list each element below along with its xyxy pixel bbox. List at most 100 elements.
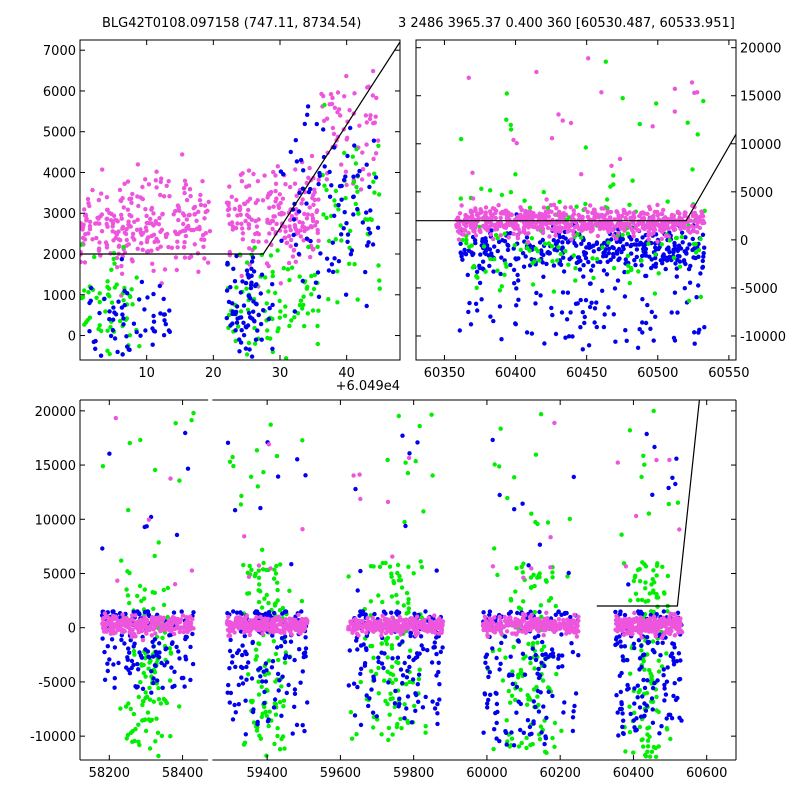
data-point-violet [511, 137, 516, 143]
data-point-blue [565, 290, 571, 295]
data-point-green [659, 242, 664, 247]
data-point-blue [272, 697, 278, 702]
data-point-green [542, 241, 548, 246]
data-point-blue [679, 230, 685, 235]
data-point-blue [355, 647, 360, 652]
data-point-blue [513, 321, 518, 326]
data-point-blue [497, 492, 502, 498]
data-point-green [625, 231, 631, 236]
data-point-green [492, 546, 497, 551]
data-point-green [274, 563, 279, 569]
data-point-violet [278, 622, 284, 627]
data-point-violet [104, 245, 110, 250]
data-point-violet [649, 222, 654, 227]
data-point-violet [601, 215, 606, 220]
data-point-green [247, 563, 252, 569]
data-point-green [147, 685, 152, 691]
data-point-blue [121, 316, 126, 321]
data-point-blue [625, 682, 630, 688]
data-point-blue [560, 245, 565, 250]
data-point-blue [355, 173, 360, 178]
data-point-violet [239, 179, 245, 184]
data-point-violet [114, 255, 120, 261]
data-point-violet [246, 168, 252, 173]
data-point-blue [272, 610, 277, 616]
data-point-blue [633, 262, 638, 268]
data-point-green [136, 694, 141, 700]
data-point-violet [247, 246, 252, 251]
data-point-blue [533, 301, 538, 306]
data-point-green [674, 235, 679, 241]
data-point-green [637, 566, 642, 572]
data-point-violet [136, 630, 141, 635]
data-point-green [259, 684, 264, 689]
data-point-green [417, 423, 422, 429]
data-point-blue [249, 676, 255, 681]
data-point-green [301, 302, 306, 308]
data-point-violet [196, 269, 201, 274]
data-point-violet [545, 225, 551, 231]
data-point-blue [151, 644, 156, 649]
data-point-blue [615, 710, 620, 715]
data-point-violet [372, 619, 377, 624]
data-point-blue [502, 239, 508, 244]
data-point-violet [169, 245, 175, 250]
data-point-blue [494, 701, 500, 707]
data-point-blue [649, 257, 654, 262]
data-point-green [285, 267, 291, 272]
data-point-blue [560, 664, 565, 669]
data-point-blue [420, 705, 426, 710]
data-point-violet [316, 238, 321, 243]
data-point-green [552, 744, 557, 749]
data-point-blue [407, 451, 412, 456]
data-point-blue [437, 682, 442, 687]
data-point-violet [316, 197, 321, 202]
data-point-violet [109, 623, 114, 628]
data-point-violet [226, 614, 231, 620]
data-point-blue [620, 724, 625, 730]
data-point-green [386, 725, 392, 731]
data-point-violet [181, 221, 186, 227]
data-point-blue [671, 658, 676, 663]
data-point-blue [604, 272, 610, 277]
data-point-violet [331, 131, 337, 137]
data-point-violet [547, 234, 552, 239]
data-point-blue [370, 242, 376, 247]
data-point-blue [234, 304, 240, 309]
data-point-blue [425, 648, 430, 653]
data-point-violet [130, 617, 135, 622]
data-point-violet [363, 624, 369, 629]
data-point-violet [286, 233, 292, 239]
data-point-violet [122, 629, 128, 634]
data-point-blue [490, 646, 495, 651]
data-point-violet [611, 233, 616, 238]
data-point-blue [626, 582, 631, 587]
y-tick-label: 6000 [43, 85, 76, 100]
data-point-violet [511, 231, 516, 236]
data-point-blue [524, 235, 530, 240]
data-point-violet [174, 267, 179, 273]
data-point-violet [557, 225, 563, 230]
data-point-blue [344, 221, 349, 226]
data-point-violet [95, 215, 100, 220]
data-point-green [405, 470, 411, 476]
data-point-blue [492, 727, 497, 732]
data-point-green [529, 236, 535, 241]
data-point-blue [111, 305, 116, 310]
data-point-green [679, 234, 685, 240]
data-point-green [397, 573, 402, 579]
data-point-green [654, 101, 659, 106]
data-point-green [92, 254, 97, 260]
data-point-green [675, 500, 681, 505]
data-point-blue [458, 250, 463, 255]
data-point-green [513, 589, 518, 594]
data-point-blue [572, 703, 577, 709]
data-point-blue [241, 333, 247, 338]
data-point-violet [129, 200, 134, 205]
data-point-violet [130, 259, 135, 264]
data-point-green [278, 309, 283, 314]
data-point-violet [293, 167, 298, 172]
data-point-violet [237, 206, 243, 212]
data-point-blue [592, 320, 597, 325]
data-point-violet [113, 415, 119, 421]
